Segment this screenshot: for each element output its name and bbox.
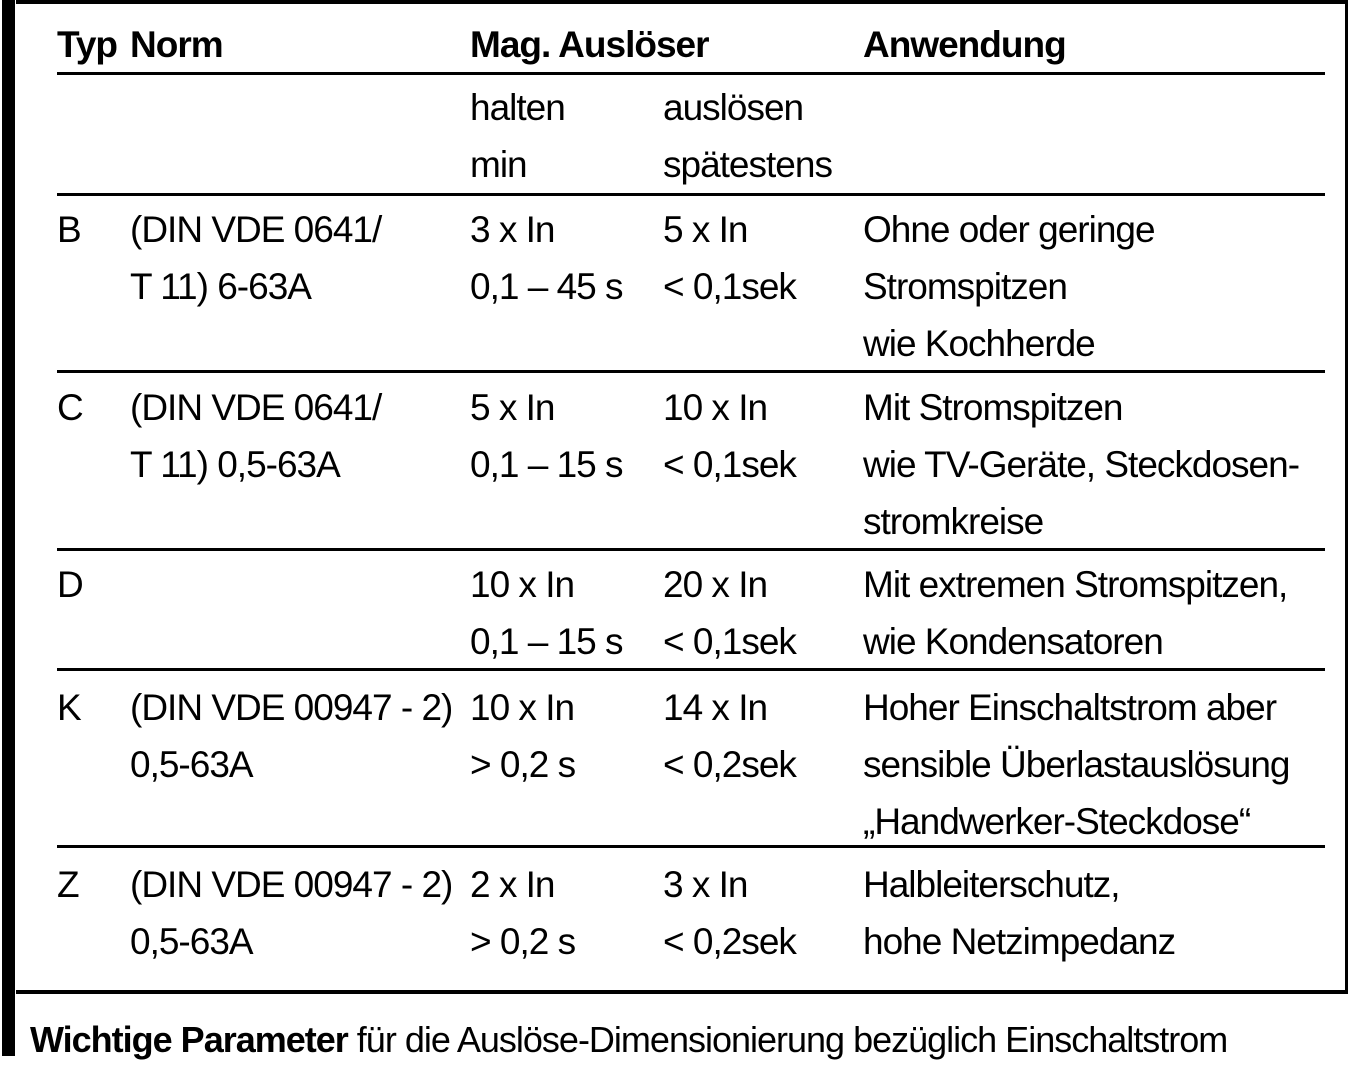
cell-line: 10 x In	[470, 564, 575, 605]
cell-line: (DIN VDE 0641/	[130, 387, 382, 428]
cell-norm: (DIN VDE 00947 - 2) 0,5-63A	[130, 679, 470, 850]
row-divider	[57, 845, 1325, 848]
cell-line: 5 x In	[470, 387, 556, 428]
cell-line: < 0,1sek	[663, 266, 797, 307]
cell-line: Mit Stromspitzen	[863, 387, 1124, 428]
cell-line: 3 x In	[663, 864, 749, 905]
cell-line: „Handwerker-Steckdose“	[863, 801, 1251, 842]
cell-line: wie Kondensatoren	[863, 621, 1164, 662]
cell-line: (DIN VDE 00947 - 2)	[130, 687, 453, 728]
subheader-min-line: min	[470, 144, 528, 185]
cell-line: sensible Überlastauslösung	[863, 744, 1291, 785]
cell-anwendung: Ohne oder geringe Stromspitzen wie Kochh…	[863, 201, 1325, 372]
subheader-ausloesen-line: auslösen	[663, 87, 804, 128]
subheader-halten: halten min	[470, 79, 663, 193]
column-header-norm: Norm	[130, 24, 224, 65]
cell-line: 0,5-63A	[130, 744, 254, 785]
row-divider	[57, 548, 1325, 551]
cell-line: 0,5-63A	[130, 921, 254, 962]
subheader-ausloesen: auslösen spätestens	[663, 79, 863, 193]
row-divider	[57, 370, 1325, 373]
cell-anwendung: Halbleiterschutz, hohe Netzimpedanz	[863, 856, 1325, 970]
cell-anwendung: Hoher Einschaltstrom aber sensible Überl…	[863, 679, 1325, 850]
cell-line: Hoher Einschaltstrom aber	[863, 687, 1277, 728]
cell-line: (DIN VDE 00947 - 2)	[130, 864, 453, 905]
cell-line: T 11) 6-63A	[130, 266, 312, 307]
cell-norm: (DIN VDE 00947 - 2) 0,5-63A	[130, 856, 470, 970]
row-divider	[57, 72, 1325, 75]
cell-anwendung: Mit extremen Stromspitzen, wie Kondensat…	[863, 556, 1325, 670]
cell-line: Ohne oder geringe	[863, 209, 1156, 250]
cell-line: 14 x In	[663, 687, 768, 728]
cell-line: 0,1 – 15 s	[470, 621, 624, 662]
cell-anwendung: Mit Stromspitzen wie TV-Geräte, Steckdos…	[863, 379, 1325, 550]
cell-line: Stromspitzen	[863, 266, 1068, 307]
cell-line: > 0,2 s	[470, 921, 576, 962]
cell-line: wie TV-Geräte, Steckdosen-	[863, 444, 1300, 485]
cell-typ: Z	[57, 864, 80, 905]
cell-ausloesen: 5 x In < 0,1sek	[663, 201, 863, 372]
table-row-z: Z (DIN VDE 00947 - 2) 0,5-63A 2 x In > 0…	[57, 856, 1325, 970]
column-header-mag-ausloeser: Mag. Auslöser	[470, 24, 710, 65]
subheader-halten-line: halten	[470, 87, 566, 128]
cell-typ: C	[57, 387, 84, 428]
cell-halten: 5 x In 0,1 – 15 s	[470, 379, 663, 550]
cell-line: 10 x In	[663, 387, 768, 428]
cell-line: 3 x In	[470, 209, 556, 250]
cell-halten: 10 x In 0,1 – 15 s	[470, 556, 663, 670]
cell-line: < 0,1sek	[663, 444, 797, 485]
table-row-b: B (DIN VDE 0641/ T 11) 6-63A 3 x In 0,1 …	[57, 201, 1325, 372]
column-header-anwendung: Anwendung	[863, 24, 1067, 65]
cell-line: < 0,1sek	[663, 621, 797, 662]
cell-line: 0,1 – 45 s	[470, 266, 624, 307]
left-margin-bar	[2, 0, 15, 1056]
cell-line: stromkreise	[863, 501, 1044, 542]
subheader-spaetestens-line: spätestens	[663, 144, 833, 185]
column-header-typ: Typ	[57, 24, 118, 65]
cell-norm: (DIN VDE 0641/ T 11) 6-63A	[130, 201, 470, 372]
cell-line: 5 x In	[663, 209, 749, 250]
caption-bold-lead: Wichtige Parameter	[30, 1019, 349, 1060]
table-frame	[16, 0, 1348, 994]
cell-norm: (DIN VDE 0641/ T 11) 0,5-63A	[130, 379, 470, 550]
cell-halten: 3 x In 0,1 – 45 s	[470, 201, 663, 372]
cell-typ: D	[57, 564, 84, 605]
table-row-k: K (DIN VDE 00947 - 2) 0,5-63A 10 x In > …	[57, 679, 1325, 850]
table-header-row: Typ Norm Mag. Auslöser Anwendung	[57, 16, 1325, 73]
cell-line: > 0,2 s	[470, 744, 576, 785]
cell-line: Mit extremen Stromspitzen,	[863, 564, 1288, 605]
cell-ausloesen: 3 x In < 0,2sek	[663, 856, 863, 970]
cell-typ: B	[57, 209, 82, 250]
cell-line: hohe Netzimpedanz	[863, 921, 1176, 962]
table-caption: Wichtige Parameter für die Auslöse-Dimen…	[30, 1011, 1340, 1068]
cell-line: 2 x In	[470, 864, 556, 905]
row-divider	[57, 193, 1325, 196]
cell-ausloesen: 20 x In < 0,1sek	[663, 556, 863, 670]
cell-line: < 0,2sek	[663, 921, 797, 962]
table-row-d: D 10 x In 0,1 – 15 s 20 x In < 0,1sek Mi…	[57, 556, 1325, 670]
cell-line: 10 x In	[470, 687, 575, 728]
cell-typ: K	[57, 687, 82, 728]
cell-line: 20 x In	[663, 564, 768, 605]
cell-line: Halbleiterschutz,	[863, 864, 1121, 905]
cell-ausloesen: 10 x In < 0,1sek	[663, 379, 863, 550]
cell-line: wie Kochherde	[863, 323, 1096, 364]
cell-line: (DIN VDE 0641/	[130, 209, 382, 250]
table-subheader-row: halten min auslösen spätestens	[57, 79, 1325, 193]
cell-ausloesen: 14 x In < 0,2sek	[663, 679, 863, 850]
cell-halten: 10 x In > 0,2 s	[470, 679, 663, 850]
table-row-c: C (DIN VDE 0641/ T 11) 0,5-63A 5 x In 0,…	[57, 379, 1325, 550]
row-divider	[57, 668, 1325, 671]
cell-halten: 2 x In > 0,2 s	[470, 856, 663, 970]
cell-line: T 11) 0,5-63A	[130, 444, 341, 485]
caption-text: für die Auslöse-Dimensionierung bezüglic…	[347, 1019, 1228, 1060]
cell-line: 0,1 – 15 s	[470, 444, 624, 485]
cell-line: < 0,2sek	[663, 744, 797, 785]
